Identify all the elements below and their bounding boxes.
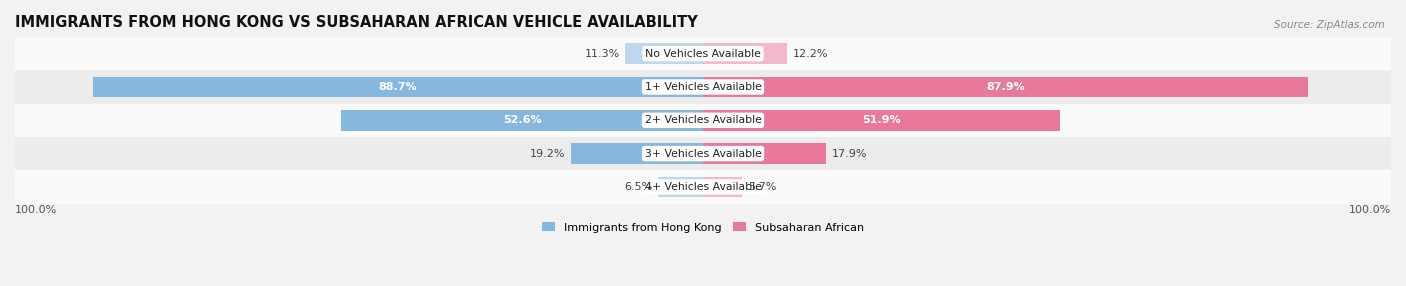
Bar xyxy=(703,176,742,197)
Legend: Immigrants from Hong Kong, Subsaharan African: Immigrants from Hong Kong, Subsaharan Af… xyxy=(537,218,869,237)
Bar xyxy=(703,77,1308,97)
Bar xyxy=(703,43,787,64)
Text: No Vehicles Available: No Vehicles Available xyxy=(645,49,761,59)
Text: 6.5%: 6.5% xyxy=(624,182,652,192)
Text: 17.9%: 17.9% xyxy=(832,149,868,159)
Bar xyxy=(15,37,1391,70)
Bar xyxy=(658,176,703,197)
Text: 11.3%: 11.3% xyxy=(585,49,620,59)
Text: Source: ZipAtlas.com: Source: ZipAtlas.com xyxy=(1274,20,1385,30)
Text: 100.0%: 100.0% xyxy=(15,204,58,214)
Text: 52.6%: 52.6% xyxy=(503,115,541,125)
Text: 87.9%: 87.9% xyxy=(986,82,1025,92)
Text: 3+ Vehicles Available: 3+ Vehicles Available xyxy=(644,149,762,159)
Text: 4+ Vehicles Available: 4+ Vehicles Available xyxy=(644,182,762,192)
Bar xyxy=(93,77,703,97)
Bar xyxy=(15,170,1391,204)
Text: 5.7%: 5.7% xyxy=(748,182,776,192)
Text: 2+ Vehicles Available: 2+ Vehicles Available xyxy=(644,115,762,125)
Text: 1+ Vehicles Available: 1+ Vehicles Available xyxy=(644,82,762,92)
Text: 51.9%: 51.9% xyxy=(862,115,901,125)
Text: 88.7%: 88.7% xyxy=(378,82,418,92)
Text: 12.2%: 12.2% xyxy=(793,49,828,59)
Bar xyxy=(15,137,1391,170)
Bar xyxy=(15,70,1391,104)
Bar xyxy=(571,143,703,164)
Text: 100.0%: 100.0% xyxy=(1348,204,1391,214)
Bar xyxy=(703,110,1060,131)
Text: IMMIGRANTS FROM HONG KONG VS SUBSAHARAN AFRICAN VEHICLE AVAILABILITY: IMMIGRANTS FROM HONG KONG VS SUBSAHARAN … xyxy=(15,15,697,30)
Bar xyxy=(626,43,703,64)
Text: 19.2%: 19.2% xyxy=(530,149,565,159)
Bar xyxy=(703,143,827,164)
Bar xyxy=(342,110,703,131)
Bar xyxy=(15,104,1391,137)
